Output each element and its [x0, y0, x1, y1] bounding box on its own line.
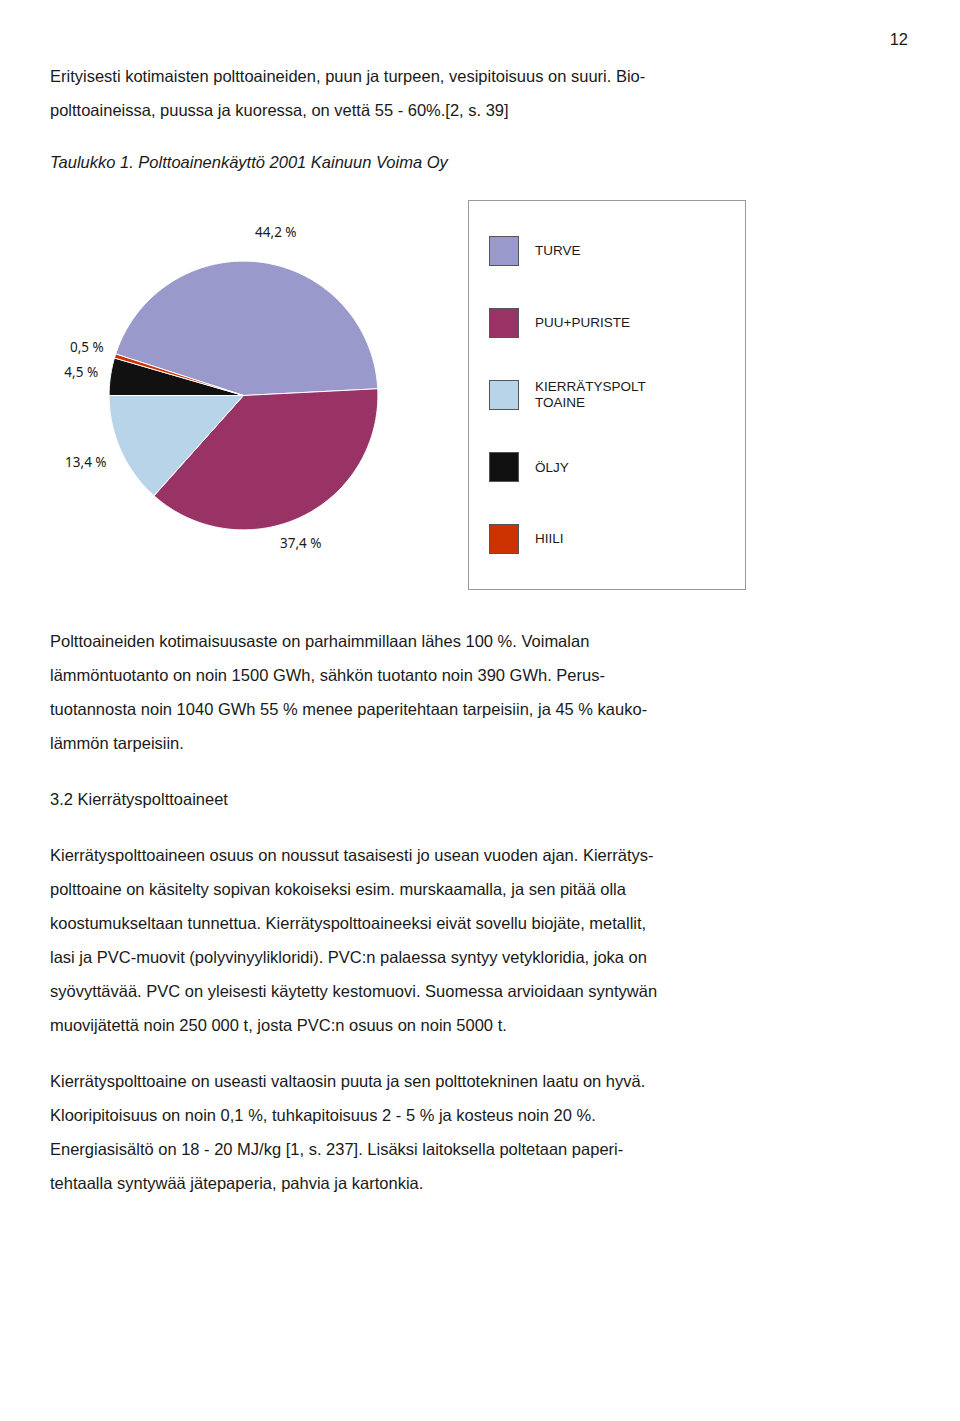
html-text:lasi ja PVC-muovit (polyvinyyl: lasi ja PVC-muovit (polyvinyylikloridi).…	[50, 948, 647, 966]
html-text:Klooripitoisuus on noin 0,1 %,: Klooripitoisuus on noin 0,1 %, tuhkapito…	[50, 1106, 596, 1124]
html-text:muovijätettä noin 250 000 t, j: muovijätettä noin 250 000 t, josta PVC:n…	[50, 1016, 507, 1034]
html-text:lämmöntuotanto on noin 1500 GW: lämmöntuotanto on noin 1500 GWh, sähkön …	[50, 666, 605, 684]
html-text:TURVE: TURVE	[535, 243, 581, 259]
svg-text:44,2 %: 44,2 %	[255, 223, 297, 241]
html-text:polttoaineissa, puussa ja kuor: polttoaineissa, puussa ja kuoressa, on v…	[50, 101, 509, 119]
html-text:ÖLJY: ÖLJY	[535, 459, 569, 475]
html-text:Taulukko 1. Polttoainenkäyttö: Taulukko 1. Polttoainenkäyttö 2001 Kainu…	[50, 153, 448, 171]
html-text:syövyttävää. PVC on yleisesti: syövyttävää. PVC on yleisesti käytetty k…	[50, 982, 658, 1000]
html-text:tuotannosta noin 1040 GWh 55 %: tuotannosta noin 1040 GWh 55 % menee pap…	[50, 700, 648, 718]
html-text:KIERRÄTYSPOLT TOAINE: KIERRÄTYSPOLT TOAINE	[535, 379, 646, 410]
html-text:PUU+PURISTE: PUU+PURISTE	[535, 314, 630, 330]
svg-text:0,5 %: 0,5 %	[70, 338, 104, 356]
svg-text:4,5 %: 4,5 %	[64, 363, 98, 381]
html-text:3.2 Kierrätyspolttoaineet: 3.2 Kierrätyspolttoaineet	[50, 790, 228, 808]
html-text:12: 12	[889, 30, 908, 48]
html-text:tehtaalla syntywää jätepaperia: tehtaalla syntywää jätepaperia, pahvia j…	[50, 1174, 424, 1192]
html-text:lämmön tarpeisiin.: lämmön tarpeisiin.	[50, 734, 184, 752]
html-text:polttoaine on käsitelty sopiva: polttoaine on käsitelty sopivan kokoisek…	[50, 880, 626, 898]
html-text:Energiasisältö on 18 - 20 MJ/k: Energiasisältö on 18 - 20 MJ/kg [1, s. 2…	[50, 1140, 624, 1158]
html-text:koostumukseltaan tunnettua. Ki: koostumukseltaan tunnettua. Kierrätyspol…	[50, 914, 647, 932]
svg-text:13,4 %: 13,4 %	[65, 453, 107, 471]
html-text:Polttoaineiden kotimaisuusaste: Polttoaineiden kotimaisuusaste on parhai…	[50, 632, 590, 650]
html-text:HIILI: HIILI	[535, 531, 564, 547]
html-text:Kierrätyspolttoaineen osuus on: Kierrätyspolttoaineen osuus on noussut t…	[50, 846, 654, 864]
svg-text:37,4 %: 37,4 %	[280, 534, 322, 552]
html-text:Erityisesti kotimaisten poltto: Erityisesti kotimaisten polttoaineiden, …	[50, 67, 646, 85]
html-text:Kierrätyspolttoaine on useasti: Kierrätyspolttoaine on useasti valtaosin…	[50, 1072, 646, 1090]
